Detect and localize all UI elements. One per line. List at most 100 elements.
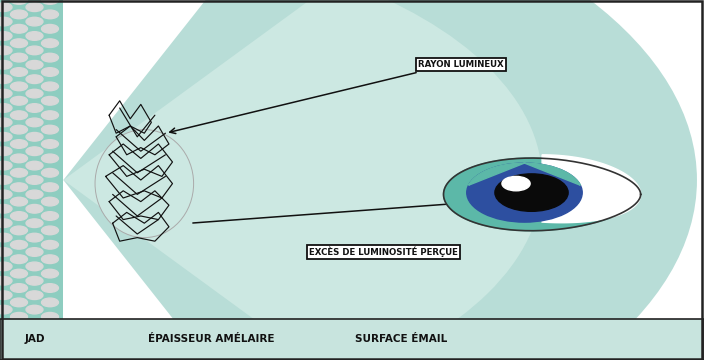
Circle shape xyxy=(11,212,27,220)
Circle shape xyxy=(11,312,27,321)
Circle shape xyxy=(26,348,43,357)
Circle shape xyxy=(26,334,43,343)
Circle shape xyxy=(11,255,27,264)
Circle shape xyxy=(42,240,58,249)
Circle shape xyxy=(42,125,58,134)
Circle shape xyxy=(26,3,43,12)
Circle shape xyxy=(42,284,58,292)
Circle shape xyxy=(0,204,12,213)
Circle shape xyxy=(0,219,12,228)
Circle shape xyxy=(26,17,43,26)
Circle shape xyxy=(0,17,12,26)
Circle shape xyxy=(26,75,43,84)
Circle shape xyxy=(26,190,43,199)
Circle shape xyxy=(0,17,12,26)
Circle shape xyxy=(0,147,12,156)
Circle shape xyxy=(11,154,27,163)
Circle shape xyxy=(11,10,27,19)
Bar xyxy=(0,0,63,360)
Circle shape xyxy=(11,284,27,292)
Circle shape xyxy=(0,305,12,314)
Circle shape xyxy=(42,68,58,76)
Circle shape xyxy=(0,219,12,228)
Circle shape xyxy=(0,348,12,357)
Circle shape xyxy=(0,3,12,12)
Circle shape xyxy=(0,60,12,69)
Circle shape xyxy=(26,219,43,228)
Circle shape xyxy=(26,60,43,69)
Circle shape xyxy=(42,255,58,264)
Circle shape xyxy=(42,140,58,148)
Circle shape xyxy=(26,305,43,314)
Circle shape xyxy=(11,82,27,91)
Circle shape xyxy=(42,82,58,91)
Circle shape xyxy=(11,96,27,105)
Circle shape xyxy=(11,240,27,249)
Circle shape xyxy=(11,240,27,249)
Circle shape xyxy=(42,298,58,307)
Circle shape xyxy=(26,204,43,213)
Circle shape xyxy=(42,269,58,278)
Circle shape xyxy=(11,284,27,292)
Circle shape xyxy=(26,320,43,328)
Circle shape xyxy=(0,147,12,156)
Circle shape xyxy=(42,154,58,163)
Circle shape xyxy=(26,348,43,357)
Circle shape xyxy=(11,39,27,48)
Circle shape xyxy=(26,46,43,55)
Circle shape xyxy=(26,132,43,141)
Circle shape xyxy=(26,233,43,242)
Wedge shape xyxy=(63,0,697,360)
Circle shape xyxy=(42,226,58,235)
Circle shape xyxy=(0,60,12,69)
Circle shape xyxy=(11,24,27,33)
Circle shape xyxy=(0,348,12,357)
Circle shape xyxy=(0,46,12,55)
Circle shape xyxy=(26,334,43,343)
Circle shape xyxy=(0,190,12,199)
Circle shape xyxy=(42,197,58,206)
Circle shape xyxy=(11,183,27,192)
Circle shape xyxy=(42,111,58,120)
Circle shape xyxy=(11,197,27,206)
Circle shape xyxy=(26,161,43,170)
Circle shape xyxy=(467,163,582,222)
Circle shape xyxy=(42,341,58,350)
Circle shape xyxy=(0,161,12,170)
Circle shape xyxy=(11,24,27,33)
Circle shape xyxy=(42,39,58,48)
Circle shape xyxy=(42,39,58,48)
Wedge shape xyxy=(63,0,542,360)
Bar xyxy=(0,319,704,360)
Circle shape xyxy=(0,176,12,184)
Circle shape xyxy=(42,226,58,235)
Circle shape xyxy=(0,176,12,184)
Circle shape xyxy=(502,176,530,191)
Circle shape xyxy=(11,168,27,177)
Circle shape xyxy=(11,341,27,350)
Circle shape xyxy=(0,233,12,242)
Circle shape xyxy=(26,248,43,256)
Circle shape xyxy=(42,255,58,264)
Circle shape xyxy=(0,262,12,271)
Circle shape xyxy=(11,327,27,336)
Circle shape xyxy=(0,305,12,314)
Circle shape xyxy=(11,53,27,62)
Circle shape xyxy=(42,341,58,350)
Circle shape xyxy=(26,291,43,300)
Circle shape xyxy=(11,10,27,19)
Circle shape xyxy=(26,32,43,40)
Circle shape xyxy=(0,320,12,328)
Circle shape xyxy=(42,111,58,120)
Circle shape xyxy=(0,161,12,170)
Circle shape xyxy=(26,118,43,127)
Circle shape xyxy=(26,176,43,184)
Circle shape xyxy=(495,174,568,211)
Circle shape xyxy=(26,104,43,112)
Circle shape xyxy=(0,276,12,285)
Circle shape xyxy=(11,197,27,206)
Circle shape xyxy=(0,334,12,343)
Circle shape xyxy=(11,82,27,91)
Circle shape xyxy=(0,248,12,256)
Circle shape xyxy=(11,226,27,235)
